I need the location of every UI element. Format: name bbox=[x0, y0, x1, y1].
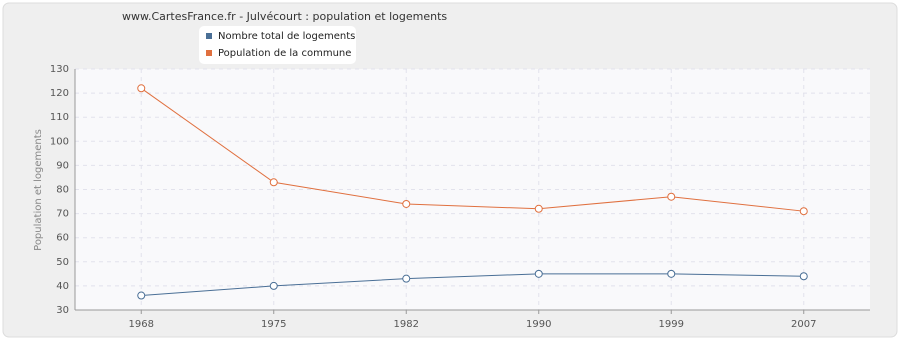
x-tick-label: 2007 bbox=[791, 319, 816, 330]
y-tick-label: 50 bbox=[56, 257, 69, 268]
data-point bbox=[137, 84, 146, 93]
y-tick-label: 100 bbox=[50, 136, 69, 147]
x-tick-label: 1968 bbox=[129, 319, 154, 330]
x-tick-label: 1990 bbox=[526, 319, 551, 330]
y-tick-label: 60 bbox=[56, 233, 69, 244]
legend-label: Nombre total de logements bbox=[218, 31, 355, 42]
y-tick-label: 90 bbox=[56, 160, 69, 171]
x-tick-label: 1982 bbox=[394, 319, 419, 330]
data-point bbox=[269, 281, 278, 290]
chart-title: www.CartesFrance.fr - Julvécourt : popul… bbox=[122, 10, 447, 23]
data-point bbox=[667, 269, 676, 278]
x-tick-label: 1999 bbox=[659, 319, 684, 330]
series-line bbox=[141, 273, 804, 297]
y-tick-label: 130 bbox=[50, 64, 69, 75]
data-point bbox=[799, 272, 808, 281]
legend-label: Population de la commune bbox=[218, 48, 351, 59]
data-point bbox=[402, 274, 411, 283]
data-point bbox=[799, 207, 808, 216]
plot-area bbox=[75, 69, 870, 310]
data-point bbox=[667, 192, 676, 201]
legend-swatch bbox=[206, 50, 212, 56]
legend bbox=[199, 26, 356, 64]
y-tick-label: 30 bbox=[56, 305, 69, 316]
y-tick-label: 80 bbox=[56, 185, 69, 196]
data-point bbox=[534, 269, 543, 278]
data-point bbox=[269, 178, 278, 187]
y-tick-label: 110 bbox=[50, 112, 69, 123]
y-axis-label: Population et logements bbox=[33, 129, 44, 251]
y-tick-label: 70 bbox=[56, 209, 69, 220]
data-point bbox=[402, 199, 411, 208]
y-tick-label: 40 bbox=[56, 281, 69, 292]
x-tick-label: 1975 bbox=[261, 319, 286, 330]
data-point bbox=[534, 204, 543, 213]
series-line bbox=[140, 87, 804, 212]
y-tick-label: 120 bbox=[50, 88, 69, 99]
data-point bbox=[137, 291, 146, 300]
legend-swatch bbox=[206, 33, 212, 39]
